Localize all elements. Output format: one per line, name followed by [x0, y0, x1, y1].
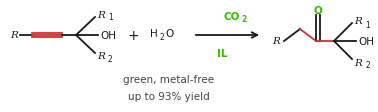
Text: R: R: [97, 52, 105, 61]
Text: OH: OH: [358, 37, 374, 47]
Text: R: R: [10, 31, 18, 40]
Text: OH: OH: [100, 31, 116, 41]
Text: R: R: [354, 16, 362, 25]
Text: O: O: [165, 29, 173, 39]
Text: IL: IL: [217, 49, 227, 58]
Text: 1: 1: [108, 13, 113, 22]
Text: green, metal-free: green, metal-free: [124, 74, 215, 84]
Text: 2: 2: [160, 33, 165, 42]
Text: 2: 2: [241, 15, 246, 24]
Text: R: R: [354, 58, 362, 67]
Text: CO: CO: [224, 12, 240, 22]
Text: 2: 2: [365, 61, 370, 70]
Text: O: O: [314, 6, 322, 16]
Text: H: H: [150, 29, 158, 39]
Text: +: +: [127, 29, 139, 43]
Text: 1: 1: [365, 20, 370, 29]
Text: up to 93% yield: up to 93% yield: [128, 91, 210, 101]
Text: 2: 2: [108, 55, 113, 64]
Text: R: R: [97, 10, 105, 19]
Text: R: R: [272, 37, 280, 46]
